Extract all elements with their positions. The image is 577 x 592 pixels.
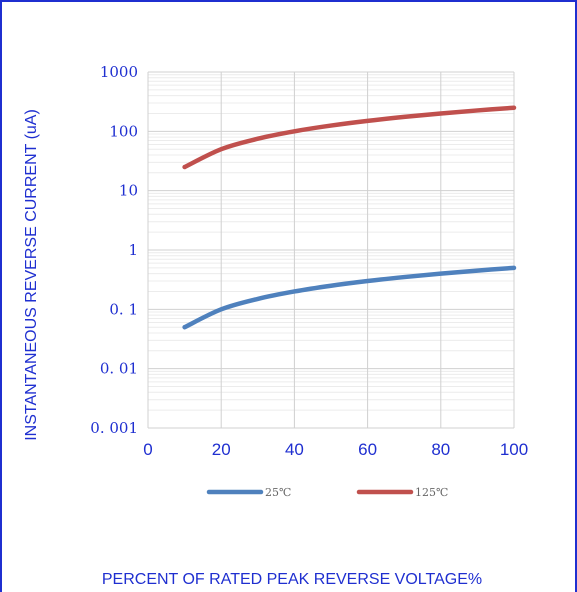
x-tick-label: 60 bbox=[358, 440, 377, 459]
y-tick-label: 0. 001 bbox=[90, 419, 138, 437]
series-line-0 bbox=[182, 265, 517, 330]
x-tick-label: 100 bbox=[500, 440, 528, 459]
x-tick-label: 20 bbox=[212, 440, 231, 459]
legend: 25℃ 125℃ bbox=[206, 486, 448, 499]
y-tick-label: 1000 bbox=[100, 63, 138, 81]
x-tick-labels: 0 20 40 60 80 100 bbox=[143, 440, 528, 459]
x-axis-title: PERCENT OF RATED PEAK REVERSE VOLTAGE% bbox=[102, 571, 482, 588]
x-tick-label: 40 bbox=[285, 440, 304, 459]
y-axis-title: INSTANTANEOUS REVERSE CURRENT (uA) bbox=[23, 109, 40, 441]
major-gridlines bbox=[147, 71, 515, 429]
y-tick-label: 10 bbox=[119, 182, 138, 200]
y-tick-labels: 0. 001 0. 01 0. 1 1 10 100 1000 bbox=[90, 63, 138, 437]
y-tick-label: 100 bbox=[109, 122, 138, 140]
legend-label: 125℃ bbox=[415, 486, 448, 499]
y-tick-label: 0. 1 bbox=[109, 300, 138, 318]
y-tick-label: 0. 01 bbox=[100, 360, 138, 378]
minor-gridlines bbox=[148, 74, 514, 411]
x-tick-label: 80 bbox=[431, 440, 450, 459]
x-tick-label: 0 bbox=[143, 440, 152, 459]
series-lines bbox=[182, 105, 517, 330]
series-line-1 bbox=[182, 105, 517, 170]
y-tick-label: 1 bbox=[128, 241, 138, 259]
legend-label: 25℃ bbox=[265, 486, 291, 499]
